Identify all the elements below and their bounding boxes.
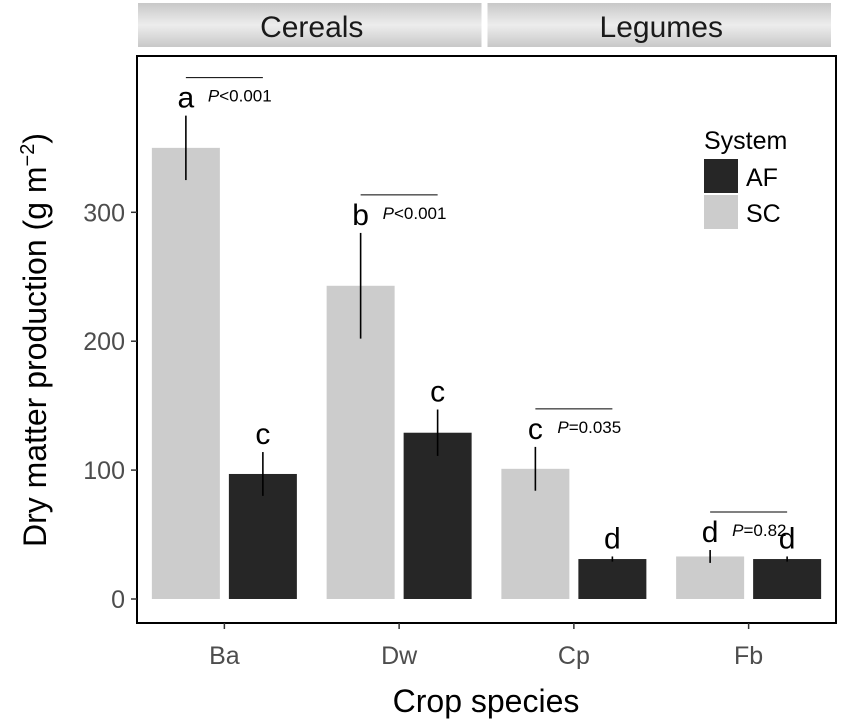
facet-label: Cereals [260,11,363,44]
legend-swatch-sc [704,195,738,229]
x-tick-label: Fb [734,642,763,670]
legend-swatch-af [704,159,738,193]
bar-sc-fb [676,556,745,599]
significance-letter: a [178,82,195,115]
y-axis-label-main: Dry matter production (g m [17,166,53,547]
legend-title: System [704,127,787,155]
bar-sc-ba [151,147,220,599]
bar-af-dw [403,432,472,599]
facet-label: Legumes [600,11,723,44]
x-axis-label: Crop species [393,683,580,719]
x-tick-label: Dw [381,642,418,670]
bar-af-cp [578,559,647,599]
legend-label: AF [746,164,778,192]
pvalue-symbol: P [383,204,395,223]
pvalue-symbol: P [208,87,220,106]
pvalue-symbol: P [557,418,569,437]
significance-letter: d [604,522,621,555]
y-tick-label: 300 [83,199,125,227]
pvalue-symbol: P [732,521,744,540]
significance-letter: c [528,413,543,446]
significance-letter: c [255,418,270,451]
significance-letter: c [430,376,445,409]
y-tick-label: 0 [111,586,125,614]
pvalue-label: P=0.035 [557,418,621,437]
pvalue-label: P=0.82 [732,521,786,540]
significance-letter: d [702,516,719,549]
pvalue-text: =0.035 [569,418,621,437]
pvalue-text: <0.001 [394,204,446,223]
x-tick-label: Ba [209,642,240,670]
y-axis-label-end: ) [17,133,53,144]
pvalue-text: <0.001 [219,87,271,106]
legend-label: SC [746,200,781,228]
significance-letter: d [779,522,796,555]
significance-letter: b [352,199,369,232]
x-tick-label: Cp [558,642,590,670]
y-axis-label-superscript: −2 [17,144,39,167]
pvalue-label: P<0.001 [383,204,447,223]
pvalue-text: =0.82 [743,521,786,540]
y-tick-label: 200 [83,328,125,356]
facet-strip [138,3,482,47]
bar-af-fb [753,559,822,599]
pvalue-label: P<0.001 [208,87,272,106]
y-tick-label: 100 [83,457,125,485]
facet-strip [487,3,831,47]
y-axis-label: Dry matter production (g m−2) [17,133,53,547]
